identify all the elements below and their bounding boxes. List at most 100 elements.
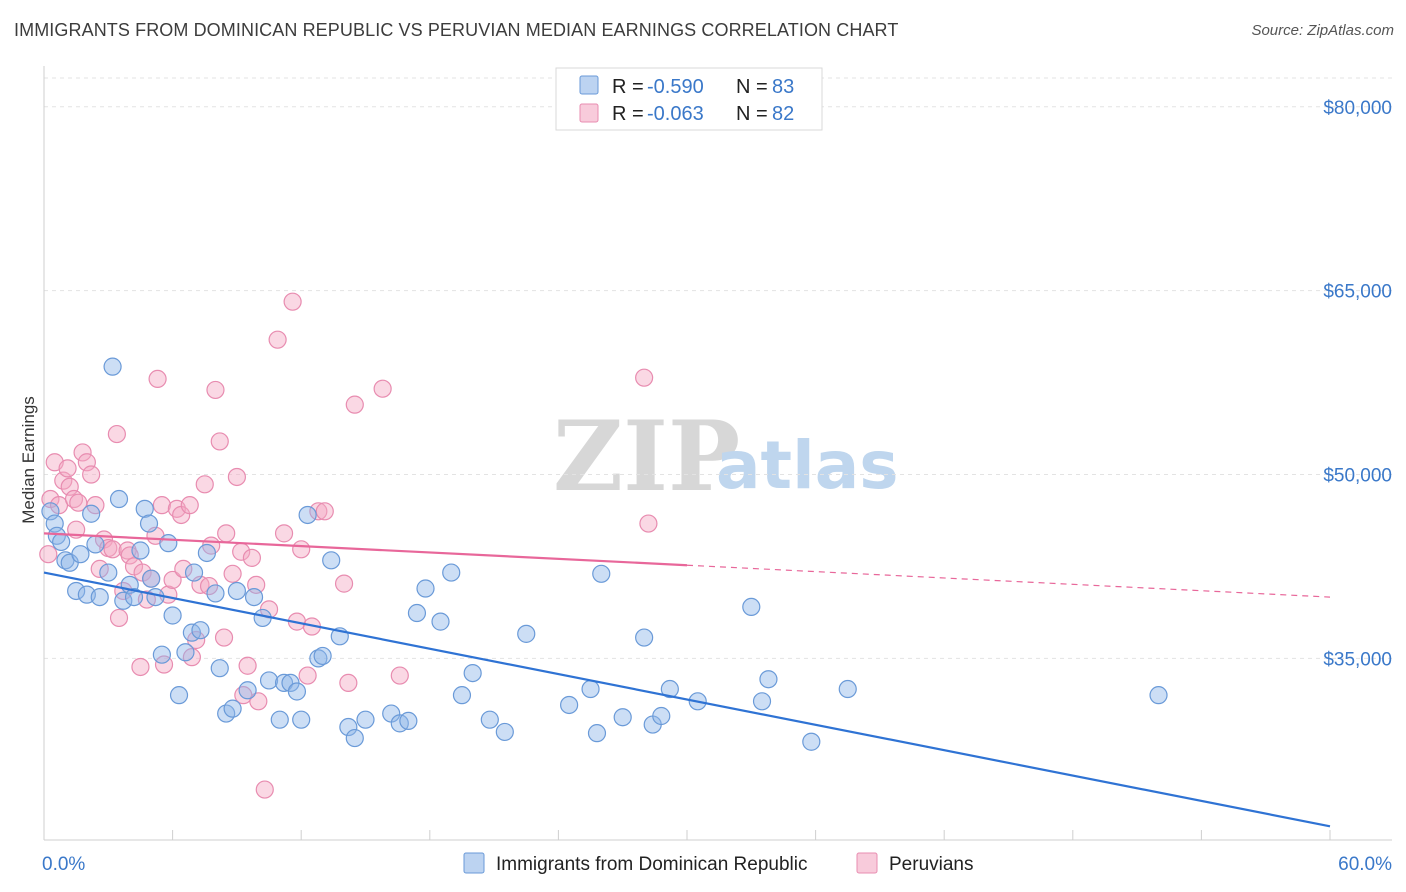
watermark-zip: ZIP [553,400,740,513]
peruvians-point [206,380,225,400]
peruvians-point [39,545,58,564]
peruvians-point [109,608,129,628]
peruvians-point [58,459,77,478]
bottom-legend-label-peruvians: Peruvians [889,854,974,875]
peruvians-point [390,666,409,685]
legend-n-label-1: N = [736,76,768,98]
dominican-point [560,695,579,715]
peruvians-point [283,292,302,311]
dominican-point [298,505,317,525]
legend-n-label-2: N = [736,103,768,125]
y-tick-label: $35,000 [1323,649,1392,670]
dominican-point [635,628,654,647]
dominican-point [67,581,86,601]
y-tick-label: $80,000 [1323,98,1392,119]
peruvians-point [199,576,219,596]
dominican-point [838,679,857,699]
stats-legend: R = -0.590 N = 83 R = -0.063 N = 82 [555,67,823,131]
dominican-point [227,581,246,601]
dominican-point [495,722,514,742]
peruvians-point [345,395,364,414]
peruvians-point [152,496,171,515]
y-axis-label: Median Earnings [19,396,38,524]
dominican-trend-line [43,571,1331,828]
dominican-point [210,659,229,678]
dominican-point [52,532,71,552]
dominican-point [592,564,611,583]
dominican-point [163,606,182,625]
dominican-point [287,682,307,701]
peruvians-point [373,379,392,398]
legend-swatch-pink [579,103,599,123]
dominican-point [1149,686,1168,705]
peruvians-point [635,368,654,387]
dominican-point [169,686,189,705]
dominican-point [191,621,210,640]
dominican-point [184,563,204,582]
y-tick-label: $50,000 [1323,466,1392,487]
dominican-point [313,646,332,666]
legend-swatch-blue [579,75,599,95]
peruvians-point [73,443,92,462]
dominican-point [399,711,418,731]
dominican-point [270,710,289,729]
peruvians-point [217,524,236,543]
legend-r-label-1: R = [612,76,644,98]
gridlines [44,77,1392,659]
trend-lines [43,532,1331,828]
peruvians-point [309,502,328,521]
dominican-point [339,717,358,737]
peruvians-point [315,502,334,521]
peruvians-point [82,465,101,484]
dominican-point [244,587,264,607]
legend-n-value-1: 83 [772,76,794,98]
bottom-legend-swatch-pink [856,852,878,874]
peruvians-point [238,656,257,675]
dominican-point [652,706,671,726]
dominican-point [356,710,375,729]
dominican-point [752,692,772,711]
dominican-point [159,534,178,553]
y-tick-labels: $35,000 $50,000 $65,000 $80,000 [1323,98,1392,671]
dominican-point [223,699,242,718]
watermark: ZIP atlas [553,400,899,513]
dominican-point [82,504,101,523]
series-legend: Immigrants from Dominican Republic Peruv… [463,852,974,875]
dominican-point [452,686,472,705]
dominican-point [442,563,461,582]
dominican-point [407,603,427,623]
dominican-point [322,551,341,570]
dominican-point [135,499,154,518]
peruvians-points [39,292,658,799]
legend-n-value-2: 82 [772,103,794,125]
dominican-point [109,489,129,509]
dominican-point [759,670,778,689]
peruvians-point [107,424,126,444]
peruvians-point [103,540,122,559]
dominican-point [345,728,364,748]
peruvians-point [195,475,214,494]
peruvians-point [249,692,268,711]
bottom-legend-label-dominican: Immigrants from Dominican Republic [496,854,808,875]
peruvians-point [339,673,358,693]
peruvians-point [180,496,199,515]
peruvians-point [227,467,246,487]
dominican-point [139,514,159,533]
dominican-point [103,357,122,376]
peruvians-point [210,432,229,451]
peruvians-point [242,548,262,567]
peruvians-point [255,780,274,799]
dominican-point [146,587,165,607]
dominican-point [802,732,821,751]
x-tick-max: 60.0% [1338,854,1392,875]
dominican-point [613,708,632,727]
peruvians-trend-line-extension [686,564,1331,598]
axes [43,66,1392,841]
dominican-point [142,569,161,588]
source-credit: Source: ZipAtlas.com [1251,22,1394,39]
peruvians-point [639,514,658,533]
dominican-point [114,591,133,610]
peruvians-point [268,330,287,349]
dominican-point [238,681,257,700]
dominican-point [152,645,171,664]
